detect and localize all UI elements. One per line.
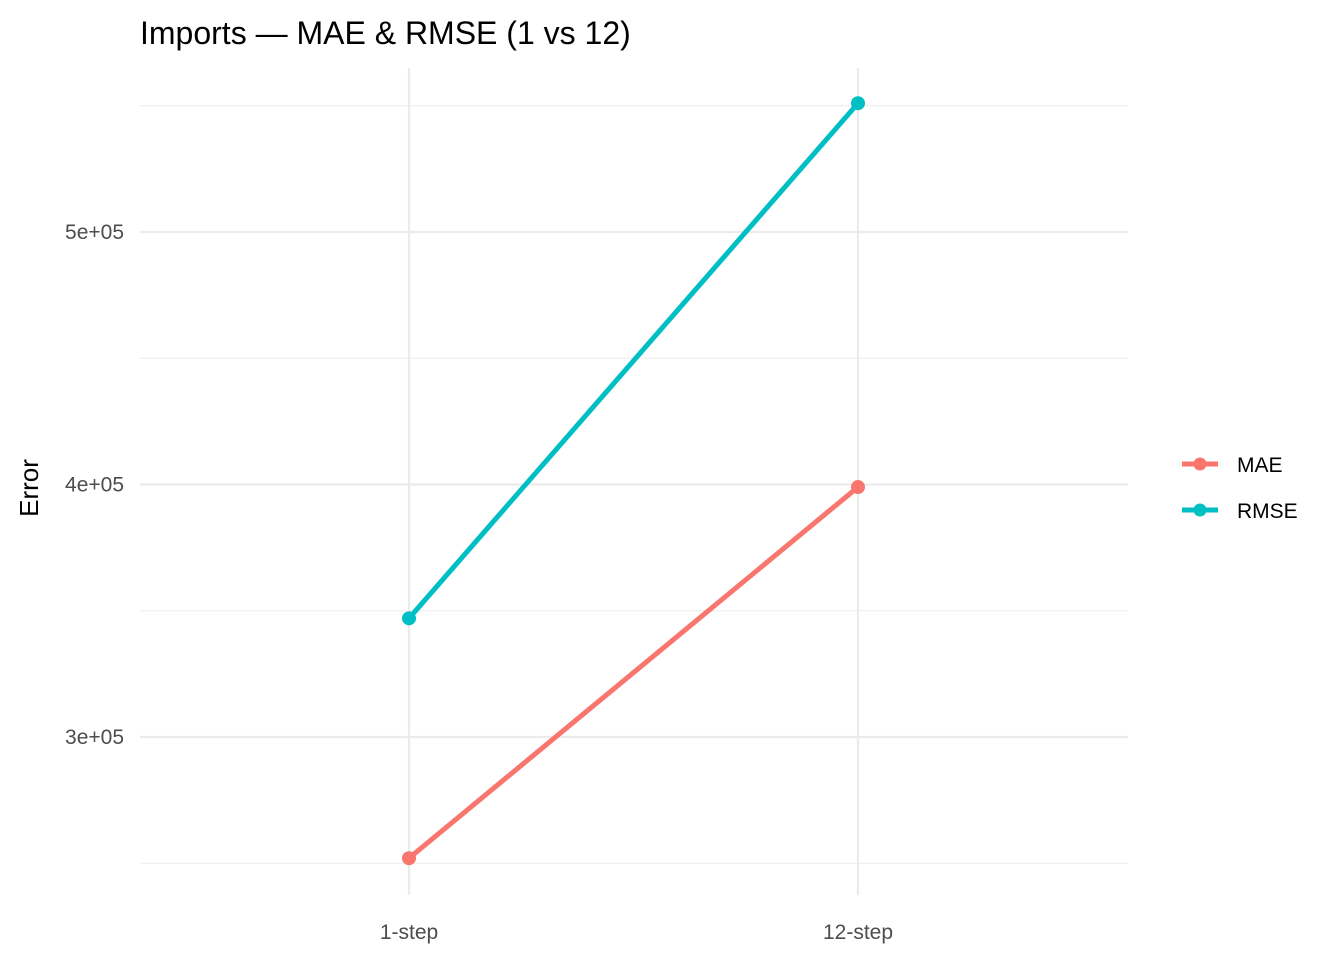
legend-key-point-mae: [1193, 457, 1207, 471]
legend-label-mae: MAE: [1237, 454, 1283, 477]
series-layer: [402, 96, 865, 866]
series-line-mae: [407, 485, 860, 861]
y-tick-label: 5e+05: [65, 221, 124, 244]
data-point-mae: [851, 480, 865, 495]
chart-title: Imports — MAE & RMSE (1 vs 12): [140, 15, 631, 51]
series-line-rmse: [407, 101, 860, 620]
x-tick-label: 12-step: [823, 921, 893, 944]
x-axis: 1-step 12-step: [380, 921, 893, 944]
data-point-mae: [402, 851, 416, 866]
x-tick-label: 1-step: [380, 921, 438, 944]
data-point-rmse: [851, 96, 865, 111]
y-axis-title: Error: [14, 459, 44, 517]
data-point-rmse: [402, 611, 416, 626]
y-tick-label: 3e+05: [65, 726, 124, 749]
legend: MAE RMSE: [1182, 454, 1298, 523]
plot-panel: [140, 68, 1128, 895]
legend-label-rmse: RMSE: [1237, 500, 1298, 523]
y-tick-label: 4e+05: [65, 474, 124, 497]
grid-layer: [140, 68, 1128, 895]
y-axis: 3e+05 4e+05 5e+05: [65, 221, 124, 749]
legend-key-point-rmse: [1193, 503, 1207, 517]
